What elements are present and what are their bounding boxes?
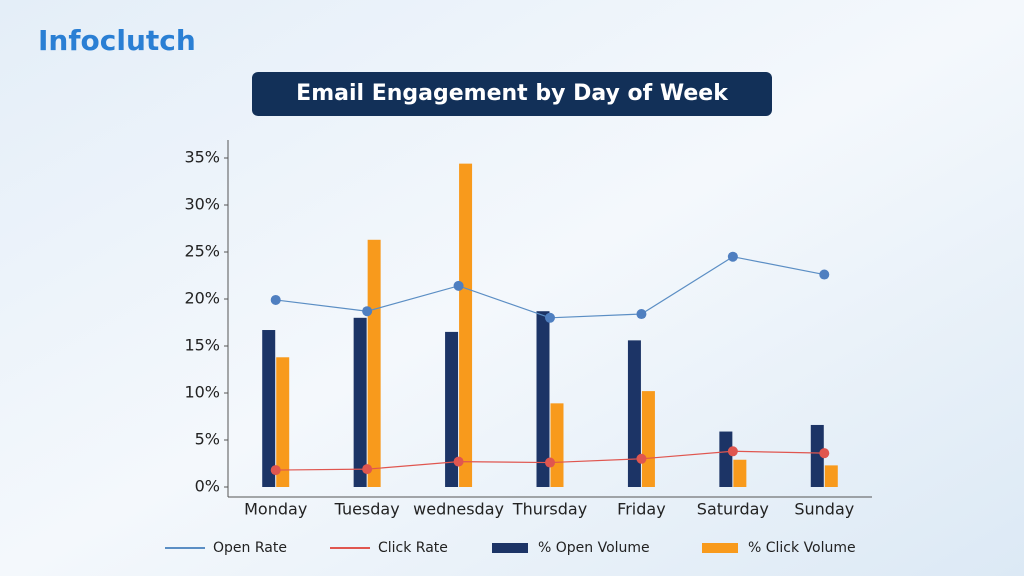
line-point	[453, 280, 464, 291]
legend-label: Open Rate	[213, 540, 287, 556]
x-tick-label: Sunday	[794, 500, 854, 519]
bar	[262, 330, 276, 487]
line-point	[727, 446, 738, 457]
line-point	[545, 312, 555, 323]
y-tick-label: 35%	[184, 148, 220, 167]
line-point	[270, 465, 281, 476]
bar	[719, 431, 733, 487]
x-tick-label: Friday	[617, 500, 666, 519]
line-point	[362, 464, 373, 475]
x-tick-label: Monday	[244, 500, 307, 519]
legend-swatch	[492, 543, 528, 553]
bar	[550, 403, 564, 487]
bar	[536, 311, 550, 487]
x-tick-label: Saturday	[697, 500, 769, 519]
x-tick-label: Tuesday	[334, 500, 400, 519]
bar	[445, 331, 459, 487]
legend-label: % Open Volume	[538, 540, 650, 556]
line-point	[270, 294, 281, 305]
x-tick-label: wednesday	[413, 500, 504, 519]
y-tick-label: 15%	[184, 336, 220, 355]
x-tick-label: Thursday	[512, 500, 587, 519]
bar	[824, 465, 838, 487]
line-point	[819, 448, 830, 459]
line-point	[545, 457, 555, 468]
bar	[353, 317, 367, 487]
line-point	[727, 251, 738, 262]
bar	[459, 163, 473, 487]
bar	[367, 239, 381, 487]
line-point	[636, 309, 647, 320]
legend-label: % Click Volume	[748, 540, 856, 556]
y-tick-label: 0%	[195, 477, 220, 496]
brand-logo: Infoclutch	[38, 24, 196, 57]
y-tick-label: 30%	[184, 195, 220, 214]
y-tick-label: 5%	[195, 430, 220, 449]
y-tick-label: 25%	[184, 242, 220, 261]
legend-label: Click Rate	[378, 540, 448, 556]
y-tick-label: 10%	[184, 383, 220, 402]
y-tick-label: 20%	[184, 289, 220, 308]
bar	[276, 357, 290, 487]
line-point	[636, 453, 647, 464]
legend-swatch	[702, 543, 738, 553]
line-point	[453, 456, 464, 467]
bar	[810, 424, 824, 487]
bar	[733, 459, 747, 487]
bar	[627, 340, 641, 487]
chart-title: Email Engagement by Day of Week	[296, 81, 729, 106]
line-point	[362, 306, 373, 317]
title-box	[252, 72, 772, 116]
bar	[641, 391, 655, 487]
line-point	[819, 269, 830, 280]
